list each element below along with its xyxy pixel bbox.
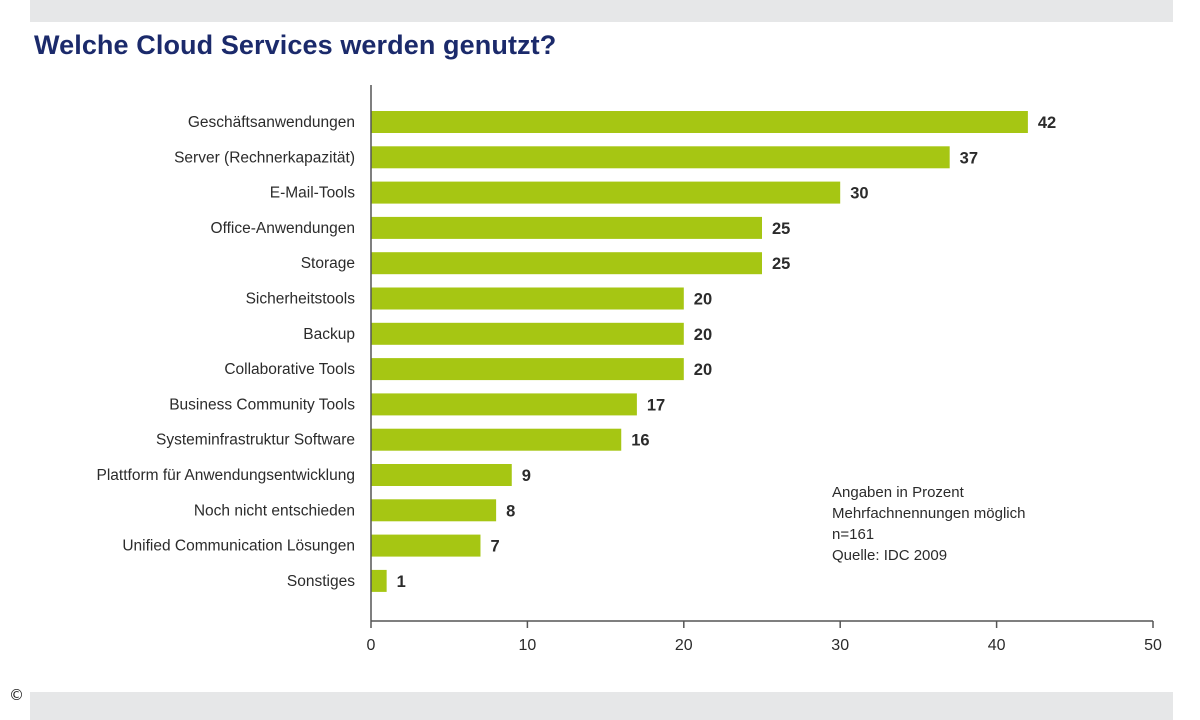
value-label: 9 bbox=[522, 467, 531, 485]
bar bbox=[371, 146, 950, 169]
top-band bbox=[30, 0, 1173, 22]
bar bbox=[371, 534, 481, 557]
category-label: Noch nicht entschieden bbox=[194, 502, 355, 519]
category-label: Plattform für Anwendungsentwicklung bbox=[97, 467, 355, 484]
value-label: 1 bbox=[397, 573, 406, 591]
x-tick-label: 40 bbox=[988, 637, 1006, 654]
category-label: Office-Anwendungen bbox=[211, 220, 355, 237]
value-label: 7 bbox=[490, 538, 499, 556]
bar bbox=[371, 181, 841, 204]
bar bbox=[371, 322, 684, 345]
copyright-mark: © bbox=[9, 686, 24, 704]
value-label: 42 bbox=[1038, 114, 1056, 132]
category-label: Geschäftsanwendungen bbox=[188, 114, 355, 131]
bar bbox=[371, 464, 512, 486]
category-label: Sonstiges bbox=[287, 573, 355, 590]
category-label: Server (Rechnerkapazität) bbox=[174, 149, 355, 166]
x-tick-label: 20 bbox=[675, 637, 693, 654]
value-label: 17 bbox=[647, 396, 665, 414]
category-label: Backup bbox=[303, 326, 355, 343]
value-label: 37 bbox=[960, 149, 978, 167]
bar bbox=[371, 358, 684, 381]
chart-title: Welche Cloud Services werden genutzt? bbox=[34, 30, 557, 60]
bar bbox=[371, 287, 684, 310]
bar bbox=[371, 569, 387, 592]
bar bbox=[371, 252, 762, 275]
note-unit: Angaben in Prozent bbox=[832, 484, 964, 501]
bar bbox=[371, 428, 622, 451]
value-label: 25 bbox=[772, 220, 790, 238]
bottom-band bbox=[30, 692, 1173, 720]
bar bbox=[371, 393, 637, 416]
category-label: E-Mail-Tools bbox=[270, 185, 356, 202]
value-label: 20 bbox=[694, 326, 712, 344]
category-label: Storage bbox=[301, 255, 355, 272]
category-label: Unified Communication Lösungen bbox=[122, 538, 355, 555]
x-tick-label: 0 bbox=[367, 637, 376, 654]
bar bbox=[371, 216, 762, 239]
value-label: 20 bbox=[694, 291, 712, 309]
x-tick-label: 10 bbox=[519, 637, 537, 654]
value-label: 8 bbox=[506, 502, 515, 520]
note-multiple: Mehrfachnennungen möglich bbox=[832, 505, 1026, 522]
value-label: 25 bbox=[772, 255, 790, 273]
bar bbox=[371, 499, 497, 522]
x-tick-label: 50 bbox=[1144, 637, 1162, 654]
value-label: 30 bbox=[850, 185, 868, 203]
category-label: Systeminfrastruktur Software bbox=[156, 432, 355, 449]
bar bbox=[371, 111, 1028, 133]
chart-notes: Angaben in Prozent Mehrfachnennungen mög… bbox=[832, 482, 1025, 566]
category-label: Sicherheitstools bbox=[246, 291, 356, 308]
value-label: 20 bbox=[694, 361, 712, 379]
value-label: 16 bbox=[631, 432, 649, 450]
x-tick-label: 30 bbox=[831, 637, 849, 654]
category-label: Business Community Tools bbox=[169, 396, 355, 413]
note-source: Quelle: IDC 2009 bbox=[832, 547, 948, 564]
note-sample-size: n=161 bbox=[832, 526, 875, 543]
category-label: Collaborative Tools bbox=[224, 361, 355, 378]
